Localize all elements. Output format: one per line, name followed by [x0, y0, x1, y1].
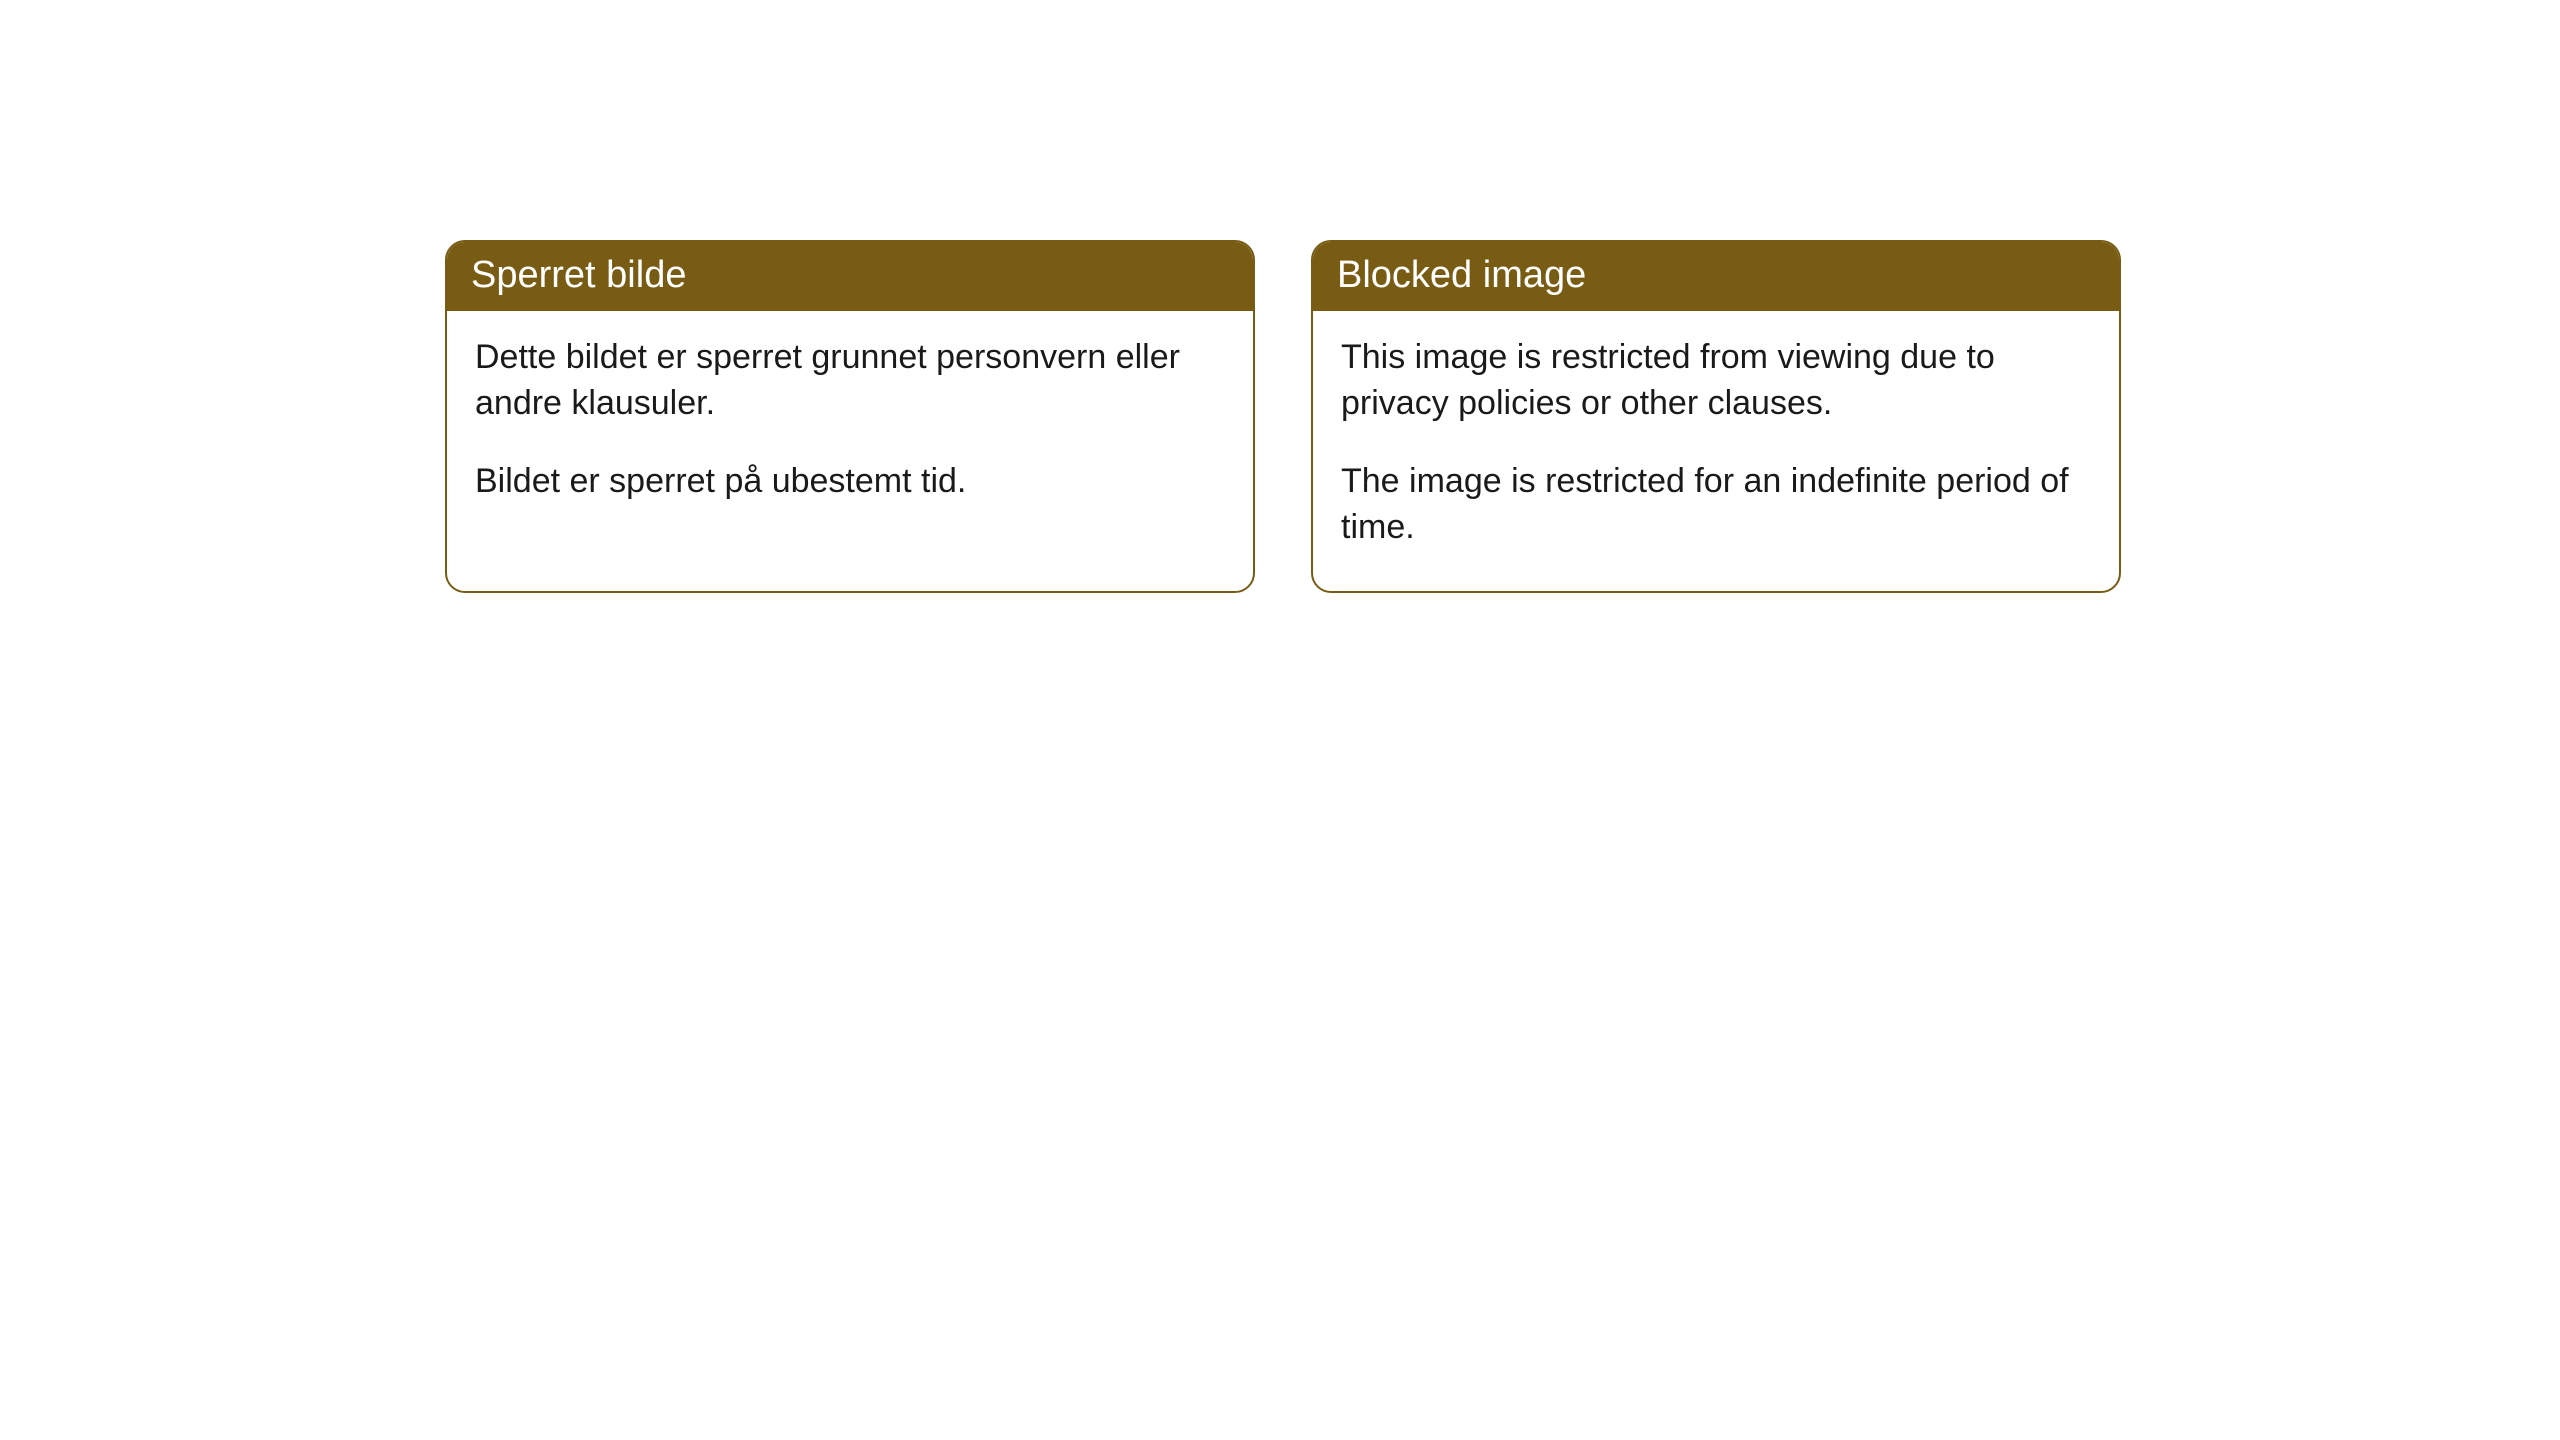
- card-paragraph-1: Dette bildet er sperret grunnet personve…: [475, 335, 1225, 427]
- card-body: This image is restricted from viewing du…: [1313, 311, 2119, 591]
- card-paragraph-1: This image is restricted from viewing du…: [1341, 335, 2091, 427]
- blocked-image-card-english: Blocked image This image is restricted f…: [1311, 240, 2121, 593]
- card-body: Dette bildet er sperret grunnet personve…: [447, 311, 1253, 545]
- card-header: Blocked image: [1313, 242, 2119, 311]
- card-paragraph-2: The image is restricted for an indefinit…: [1341, 459, 2091, 551]
- blocked-image-card-norwegian: Sperret bilde Dette bildet er sperret gr…: [445, 240, 1255, 593]
- card-header: Sperret bilde: [447, 242, 1253, 311]
- card-title: Sperret bilde: [471, 254, 686, 296]
- card-title: Blocked image: [1337, 254, 1586, 296]
- card-paragraph-2: Bildet er sperret på ubestemt tid.: [475, 459, 1225, 505]
- cards-container: Sperret bilde Dette bildet er sperret gr…: [0, 0, 2560, 593]
